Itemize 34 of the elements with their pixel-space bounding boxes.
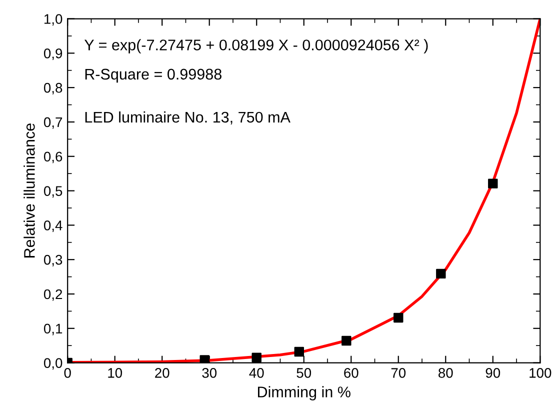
annotation: LED luminaire No. 13, 750 mA <box>85 111 290 124</box>
x-tick-label: 80 <box>438 368 453 378</box>
x-tick-label: 50 <box>296 368 312 378</box>
point <box>488 178 498 188</box>
x-tick-label: 30 <box>202 368 217 378</box>
y-tick-label: 0,7 <box>44 117 62 129</box>
annotation: Y = exp(-7.27475 + 0.08199 X - 0.0000924056 X² ) <box>84 39 428 54</box>
point <box>252 352 262 362</box>
annotation: R-Square = 0.99988 <box>85 68 222 83</box>
x-tick-label: 100 <box>530 368 552 378</box>
y-tick-label: 0,4 <box>44 220 62 232</box>
x-axis-title: Dimming in % <box>258 386 350 400</box>
y-tick-label: 0,8 <box>44 82 62 94</box>
x-tick-label: 20 <box>155 368 170 378</box>
x-tick-label: 70 <box>391 368 406 378</box>
y-tick-label: 0,2 <box>44 289 62 301</box>
y-tick-label: 0,6 <box>44 152 62 164</box>
point <box>436 268 446 279</box>
x-tick-label: 10 <box>108 368 122 378</box>
y-tick-label: 1,0 <box>44 14 62 26</box>
y-axis-title: Relative illuminance <box>24 124 35 258</box>
y-tick-label: 0,5 <box>44 186 62 198</box>
x-tick-label: 0 <box>64 368 71 378</box>
y-tick-label: 0,1 <box>44 324 62 336</box>
y-tick-label: 0,0 <box>44 358 62 370</box>
x-tick-label: 90 <box>486 368 500 378</box>
x-tick-label: 60 <box>344 368 358 378</box>
y-tick-label: 0,9 <box>44 48 62 60</box>
point <box>342 336 352 346</box>
point <box>394 312 404 323</box>
y-tick-label: 0,3 <box>44 254 62 266</box>
point <box>294 346 304 357</box>
x-tick-label: 40 <box>249 368 264 378</box>
point <box>200 355 210 363</box>
